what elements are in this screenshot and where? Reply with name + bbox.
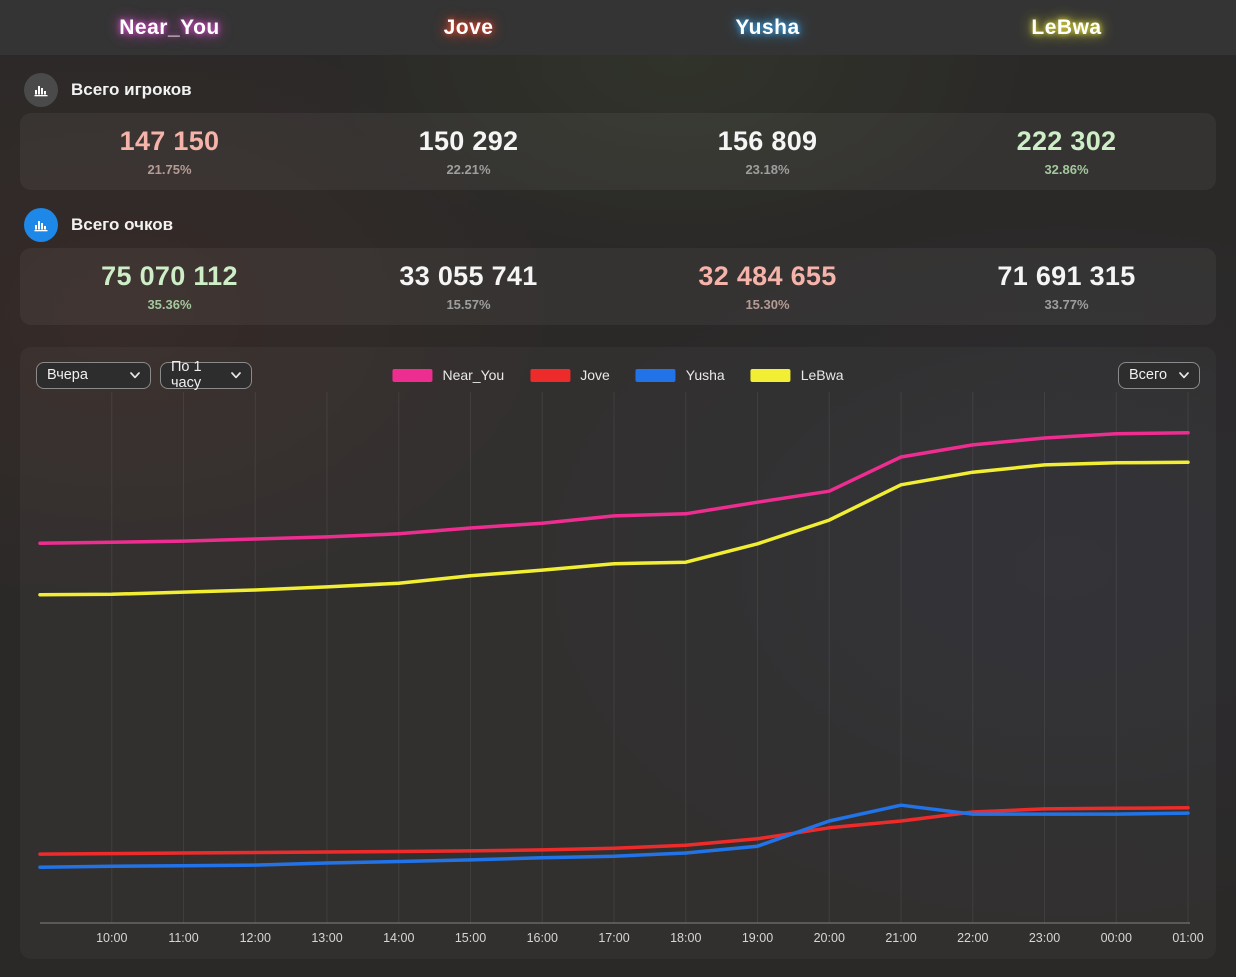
team-name-near-you: Near_You [119,15,220,39]
chart-controls: Вчера По 1 часу Near_You Jove Yusha LeBwa В… [20,359,1216,391]
players-stats-card: 147 150 21.75% 150 292 22.21% 156 809 23.18% 2… [20,113,1216,190]
chevron-down-icon [1179,371,1189,379]
legend-swatch [530,368,571,382]
series-line-jove [38,806,1190,856]
stat-value: 71 691 315 [997,261,1136,291]
period-select-value: Вчера [47,367,88,383]
stat-percent: 15.57% [446,297,491,312]
legend-swatch [635,368,676,382]
stat-percent: 35.36% [147,297,192,312]
legend-item[interactable]: Yusha [635,367,725,383]
interval-select[interactable]: По 1 часу [160,359,252,391]
team-name-yusha: Yusha [735,15,800,39]
x-axis-label: 23:00 [1029,931,1060,945]
period-select[interactable]: Вчера [36,361,151,389]
section-total-players: Всего игроков 147 150 21.75% 150 292 22.21%… [0,55,1236,190]
x-axis-label: 22:00 [957,931,988,945]
x-axis-label: 16:00 [527,931,558,945]
legend-label: Near_You [442,367,505,383]
x-axis-label: 19:00 [742,931,773,945]
chevron-down-icon [130,371,140,379]
stat-column: 147 150 21.75% [20,126,319,177]
stat-column: 33 055 741 15.57% [319,261,618,312]
stat-value: 150 292 [418,126,519,156]
stat-percent: 15.30% [745,297,790,312]
legend-label: LeBwa [800,367,844,383]
legend-swatch [392,368,433,382]
legend-item[interactable]: Jove [530,367,610,383]
x-axis-label: 21:00 [885,931,916,945]
section-total-points: Всего очков 75 070 112 35.36% 33 055 741 15… [0,190,1236,325]
stat-value: 156 809 [717,126,818,156]
stat-column: 150 292 22.21% [319,126,618,177]
stat-percent: 21.75% [147,162,192,177]
stat-value: 32 484 655 [698,261,837,291]
series-line-near_you [38,431,1190,545]
stat-value: 33 055 741 [399,261,538,291]
team-name-jove: Jove [443,15,494,39]
x-axis-label: 01:00 [1172,931,1203,945]
stat-column: 156 809 23.18% [618,126,917,177]
stat-percent: 23.18% [745,162,790,177]
x-axis-label: 20:00 [814,931,845,945]
bar-chart-icon [24,73,58,107]
series-line-yusha [38,803,1190,869]
metric-select-value: Всего [1129,367,1168,383]
x-axis-label: 14:00 [383,931,414,945]
x-axis-label: 17:00 [598,931,629,945]
chart-card: 10:00 11:00 12:00 13:00 14:00 15:00 16:00 17:00… [20,347,1216,959]
legend-label: Jove [580,367,610,383]
x-axis-label: 18:00 [670,931,701,945]
legend-label: Yusha [685,367,725,383]
stat-percent: 33.77% [1044,297,1089,312]
x-axis-label: 11:00 [168,931,198,945]
line-chart: 10:00 11:00 12:00 13:00 14:00 15:00 16:00 17:00… [38,392,1204,945]
legend-item[interactable]: LeBwa [750,367,844,383]
team-header: Near_You Jove Yusha LeBwa [0,0,1236,55]
stat-column: 32 484 655 15.30% [618,261,917,312]
stat-column: 71 691 315 33.77% [917,261,1216,312]
stat-value: 147 150 [119,126,220,156]
team-name-lebwa: LeBwa [1031,15,1102,39]
chart-legend: Near_You Jove Yusha LeBwa [392,361,844,389]
x-axis-label: 10:00 [96,931,127,945]
x-axis-label: 00:00 [1101,931,1132,945]
stat-value: 222 302 [1016,126,1117,156]
bar-chart-icon [24,208,58,242]
x-axis-label: 13:00 [311,931,342,945]
x-axis-label: 15:00 [455,931,486,945]
stat-percent: 32.86% [1044,162,1089,177]
stat-column: 222 302 32.86% [917,126,1216,177]
stat-value: 75 070 112 [101,261,238,291]
stat-percent: 22.21% [446,162,491,177]
interval-select-value: По 1 часу [171,359,202,391]
series-line-lebwa [38,460,1190,597]
stat-column: 75 070 112 35.36% [20,261,319,312]
section-title-points: Всего очков [71,215,174,234]
chevron-down-icon [231,371,241,379]
legend-item[interactable]: Near_You [392,367,504,383]
section-title-players: Всего игроков [71,80,192,99]
x-axis-label: 12:00 [240,931,271,945]
legend-swatch [750,368,791,382]
metric-select[interactable]: Всего [1118,361,1200,389]
points-stats-card: 75 070 112 35.36% 33 055 741 15.57% 32 484 6… [20,248,1216,325]
